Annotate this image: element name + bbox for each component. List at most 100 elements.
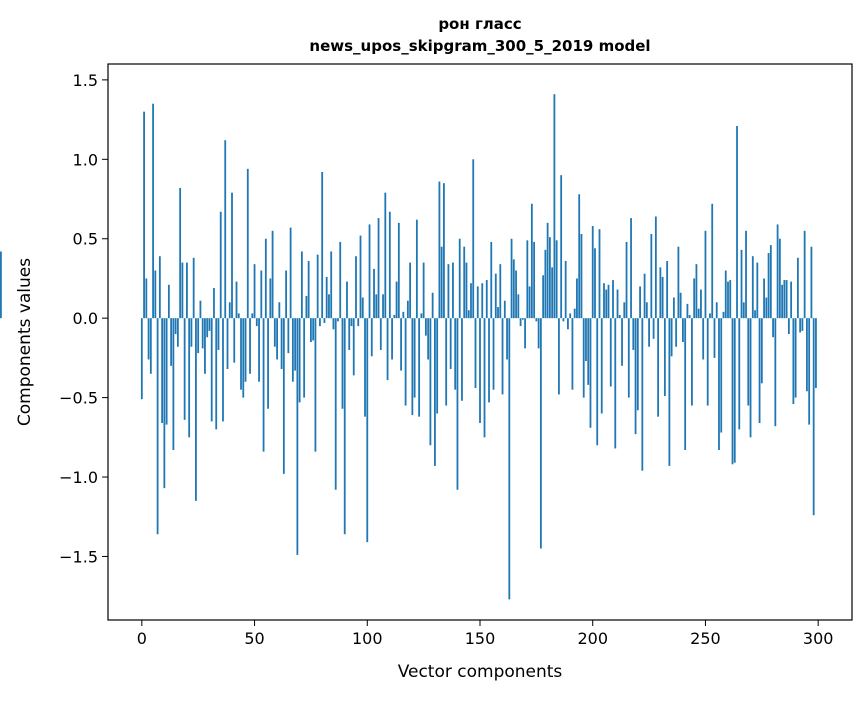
bar-191 [571,318,574,390]
bar-284 [781,284,784,319]
bar-32 [213,287,215,319]
bar-24 [195,318,197,501]
bar-187 [562,318,565,322]
bar-295 [806,318,808,392]
bar-240 [682,318,684,342]
bar-193 [576,278,578,319]
bar-279 [769,245,772,319]
bar-18 [181,262,184,319]
bar-275 [760,318,763,384]
bar-6 [154,270,157,319]
bar-239 [679,292,682,319]
bar-252 [709,313,711,319]
bar-148 [474,318,477,389]
bar-31 [210,318,213,422]
bar-183 [553,94,556,319]
bar-255 [715,302,718,319]
bar-235 [670,318,673,357]
bar-173 [530,203,533,319]
bar-43 [237,313,240,319]
bar-119 [409,262,412,319]
bar-208 [609,318,612,387]
bar-62 [280,318,283,369]
bar-211 [616,289,619,319]
bar-71 [300,251,303,319]
bar-206 [605,289,608,319]
bar-5 [152,103,154,319]
bar-298 [812,318,815,516]
bar-101 [368,224,371,319]
bar-254 [713,318,716,358]
bar-215 [625,241,628,319]
bar-63 [282,318,285,474]
bar-121 [413,318,416,398]
y-tick-label-4: 0.5 [73,230,98,249]
bar-216 [627,318,630,398]
bar-231 [661,276,664,319]
bar-169 [521,318,524,320]
bar-286 [785,280,788,319]
bar-34 [217,318,220,350]
bar-17 [179,187,182,319]
bar-35 [219,211,222,319]
bar-159 [499,264,502,319]
bar-40 [231,192,233,319]
bar-50 [253,264,256,319]
bar-undefined [0,251,2,319]
bar-179 [544,249,547,319]
bar-132 [438,181,441,319]
bar-285 [783,280,786,319]
bar-126 [424,318,427,336]
bar-281 [774,318,777,427]
bar-171 [526,240,529,319]
bar-293 [801,318,804,331]
bar-57 [269,278,272,319]
bar-250 [704,230,707,319]
y-axis-label: Components values [15,258,35,426]
bar-144 [465,262,468,319]
bar-238 [677,246,680,319]
bar-186 [560,175,563,319]
bar-1 [143,111,145,319]
bar-158 [497,307,499,319]
bar-75 [310,318,312,342]
bars-layer [0,94,817,600]
bar-270 [749,318,752,438]
bar-123 [418,318,421,417]
x-tick-label-0: 0 [137,629,147,648]
bar-172 [528,286,531,319]
bar-182 [551,267,554,319]
bar-198 [587,318,590,385]
bar-52 [258,318,260,382]
bar-219 [634,318,637,435]
x-tick-label-50: 50 [244,629,264,648]
bar-218 [632,318,635,350]
bar-109 [386,318,389,381]
bar-134 [443,183,445,319]
bar-223 [643,273,646,319]
bar-199 [589,318,592,428]
bar-64 [285,270,288,319]
bar-110 [388,211,391,319]
bar-11 [165,318,168,425]
bar-113 [395,281,398,319]
bar-268 [745,230,747,319]
bar-58 [271,230,274,319]
bar-108 [384,192,387,319]
bar-25 [197,318,200,354]
bar-266 [740,249,743,319]
bar-88 [339,241,342,319]
bar-296 [808,318,811,425]
bar-116 [402,311,405,319]
bar-212 [618,314,621,319]
bar-274 [758,318,761,424]
bar-200 [591,226,594,319]
bar-162 [506,318,508,360]
bar-135 [445,318,448,406]
bar-145 [467,310,470,319]
bar-97 [359,235,362,319]
chart-subtitle: news_upos_skipgram_300_5_2019 model [309,37,650,55]
bar-178 [542,275,545,319]
bar-118 [406,300,409,319]
